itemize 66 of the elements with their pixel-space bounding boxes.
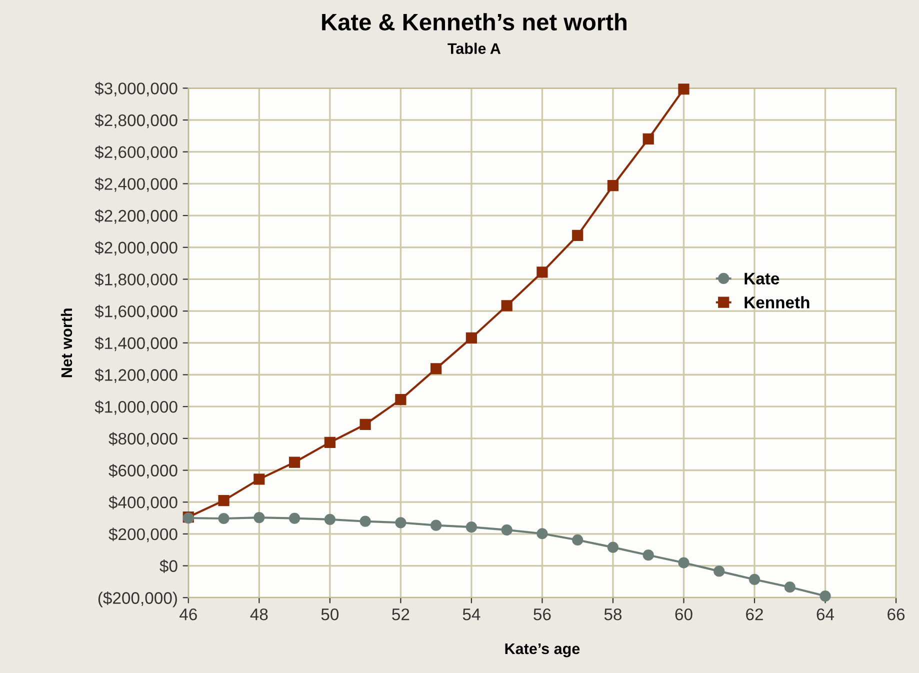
y-tick-label: $800,000 bbox=[108, 432, 178, 447]
y-tick-label: $1,400,000 bbox=[94, 336, 178, 352]
point bbox=[642, 550, 654, 561]
y-tick-label: $400,000 bbox=[108, 496, 178, 510]
point bbox=[324, 436, 336, 448]
chart-title: Kate & Kenneth’s net worth bbox=[322, 13, 626, 31]
y-tick-label: $1,200,000 bbox=[94, 368, 178, 383]
x-axis-title: Kate’s age bbox=[505, 644, 580, 658]
y-axis-title: Net worth bbox=[60, 308, 72, 378]
point bbox=[536, 266, 548, 278]
chart-subtitle: Table A bbox=[448, 42, 501, 54]
point bbox=[395, 517, 406, 528]
point bbox=[501, 524, 512, 536]
point bbox=[501, 300, 512, 312]
x-tick-label: 58 bbox=[604, 608, 622, 620]
x-tick-label: 54 bbox=[462, 608, 480, 620]
legend-label: Kate bbox=[744, 272, 780, 284]
point bbox=[288, 456, 300, 468]
point bbox=[642, 133, 654, 145]
x-tick-label: 64 bbox=[816, 608, 834, 620]
x-tick-label: 66 bbox=[888, 608, 905, 620]
point bbox=[360, 418, 371, 430]
legend-label: Kenneth bbox=[744, 296, 810, 308]
point bbox=[430, 363, 442, 374]
y-tick-label: $0 bbox=[160, 559, 178, 573]
point bbox=[678, 557, 690, 568]
y-tick-label: $1,600,000 bbox=[94, 304, 178, 320]
point bbox=[572, 230, 584, 241]
x-tick-label: 50 bbox=[321, 608, 339, 620]
y-tick-label: $200,000 bbox=[108, 528, 178, 542]
x-tick-label: 62 bbox=[746, 608, 763, 620]
point bbox=[607, 542, 619, 553]
y-tick-label: $2,800,000 bbox=[94, 114, 178, 128]
point bbox=[820, 590, 831, 602]
point bbox=[430, 520, 442, 531]
point bbox=[536, 528, 548, 540]
point bbox=[784, 582, 796, 593]
x-tick-label: 48 bbox=[250, 608, 268, 620]
y-tick-label: $2,200,000 bbox=[94, 209, 178, 224]
point bbox=[254, 512, 265, 524]
x-tick-label: 56 bbox=[534, 608, 551, 620]
x-tick-label: 60 bbox=[675, 608, 692, 620]
point bbox=[254, 474, 265, 485]
y-tick-label: $2,000,000 bbox=[94, 241, 178, 256]
y-tick-label: $600,000 bbox=[108, 464, 178, 478]
point bbox=[572, 534, 584, 546]
point bbox=[466, 522, 478, 533]
point bbox=[678, 84, 690, 95]
point bbox=[466, 332, 478, 344]
y-tick-label: ($200,000) bbox=[98, 591, 177, 608]
y-tick-label: $2,400,000 bbox=[94, 177, 178, 192]
point bbox=[607, 180, 619, 192]
y-tick-label: $1,000,000 bbox=[94, 400, 178, 415]
x-tick-label: 52 bbox=[392, 608, 410, 620]
point bbox=[714, 566, 725, 577]
point bbox=[218, 512, 230, 524]
point bbox=[748, 574, 760, 586]
point bbox=[360, 516, 371, 527]
point bbox=[288, 512, 300, 524]
y-tick-label: $2,600,000 bbox=[94, 146, 178, 160]
y-tick-label: $1,800,000 bbox=[94, 272, 178, 288]
y-tick-label: $3,000,000 bbox=[94, 82, 178, 96]
point bbox=[324, 514, 336, 526]
x-tick-label: 46 bbox=[180, 608, 197, 620]
point bbox=[395, 394, 406, 406]
point bbox=[218, 494, 230, 506]
